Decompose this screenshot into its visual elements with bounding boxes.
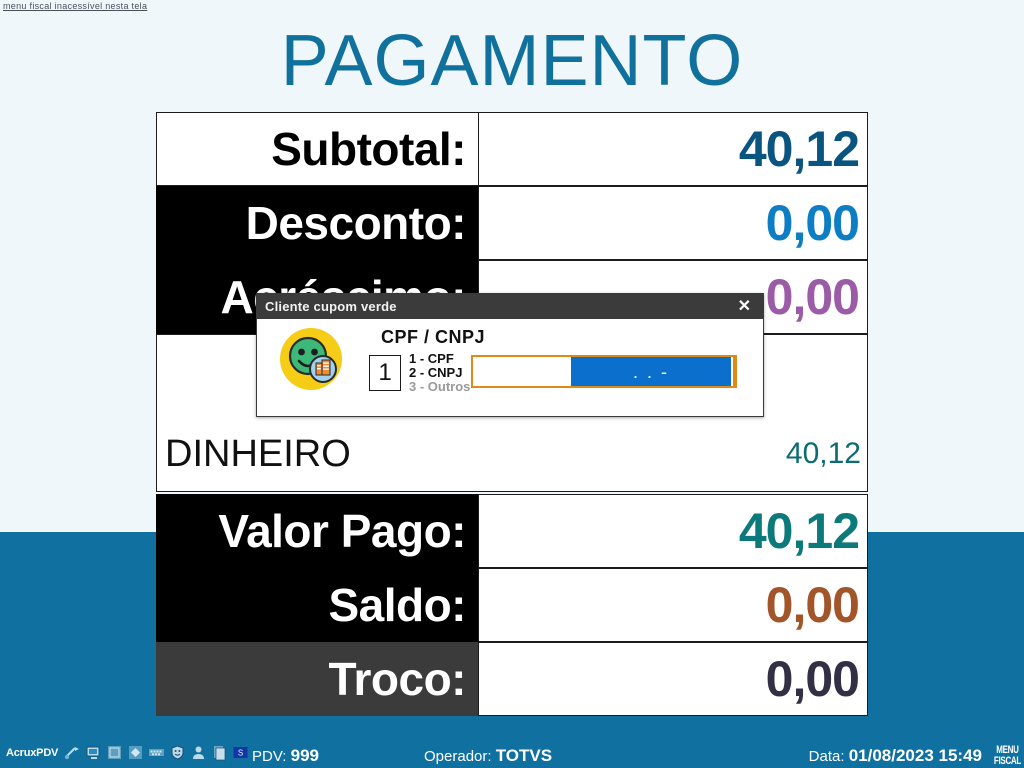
saldo-value: 0,00 [478, 568, 868, 642]
cliente-cupom-verde-dialog: Cliente cupom verde ✕ [256, 293, 764, 417]
diamond-icon[interactable] [127, 744, 144, 761]
dialog-title-text: Cliente cupom verde [265, 299, 397, 314]
pdv-value: 999 [290, 746, 319, 765]
table-row-desconto: Desconto: 0,00 [156, 186, 868, 260]
option-cnpj[interactable]: 2 - CNPJ [409, 365, 463, 380]
option-cpf[interactable]: 1 - CPF [409, 351, 454, 366]
cpf-cnpj-heading: CPF / CNPJ [381, 327, 486, 347]
text-caret [733, 357, 735, 386]
statusbar-icon-group: S [64, 744, 249, 761]
data-value: 01/08/2023 15:49 [848, 746, 982, 765]
data-info: Data: 01/08/2023 15:49 [809, 746, 982, 766]
cpf-cnpj-options: 1 - CPF 2 - CNPJ 3 - Outros [409, 352, 470, 394]
payment-method-value: 40,12 [785, 437, 861, 470]
cpf-cnpj-input[interactable]: . . - [471, 355, 737, 388]
upper-totals-table: Subtotal: 40,12 Desconto: 0,00 Acréscimo… [156, 112, 868, 334]
table-row-valor-pago: Valor Pago: 40,12 [156, 494, 868, 568]
statusbar: AcruxPDV [0, 738, 1024, 768]
table-row-troco: Troco: 0,00 [156, 642, 868, 716]
menu-fiscal-line2: FISCAL [993, 754, 1021, 767]
cpf-cnpj-mode-input[interactable]: 1 [369, 355, 401, 391]
subtotal-value: 40,12 [478, 112, 868, 186]
cpf-mask-text: . . - [571, 357, 731, 386]
data-label: Data: [808, 748, 845, 765]
desconto-label: Desconto: [156, 186, 478, 260]
seal-icon[interactable]: S [232, 744, 249, 761]
valor-pago-label: Valor Pago: [156, 494, 478, 568]
user-icon[interactable] [190, 744, 207, 761]
page-title: PAGAMENTO [280, 21, 744, 101]
operador-info: Operador: TOTVS [424, 746, 552, 766]
dialog-body: CPF / CNPJ 1 1 - CPF 2 - CNPJ 3 - Outros… [257, 319, 763, 416]
pdv-info: PDV: 999 [252, 746, 319, 766]
option-outros: 3 - Outros [409, 379, 471, 394]
close-icon[interactable]: ✕ [737, 297, 751, 315]
list-item: DINHEIRO 40,12 [157, 429, 867, 479]
monitor-icon[interactable] [85, 744, 102, 761]
svg-text:S: S [238, 749, 243, 758]
tools-icon[interactable] [64, 744, 81, 761]
saldo-label: Saldo: [156, 568, 478, 642]
fiscal-menu-notice: menu fiscal inacessível nesta tela [3, 1, 148, 11]
pages-icon[interactable] [211, 744, 228, 761]
lower-totals-table: Valor Pago: 40,12 Saldo: 0,00 Troco: 0,0… [156, 494, 868, 716]
troco-label: Troco: [156, 642, 478, 716]
payment-method-name: DINHEIRO [165, 432, 351, 475]
shield-icon[interactable] [169, 744, 186, 761]
table-row-saldo: Saldo: 0,00 [156, 568, 868, 642]
operador-value: TOTVS [495, 746, 553, 765]
customer-smiley-icon [279, 327, 343, 391]
subtotal-label: Subtotal: [156, 112, 478, 186]
table-row-subtotal: Subtotal: 40,12 [156, 112, 868, 186]
operador-label: Operador: [424, 748, 492, 765]
valor-pago-value: 40,12 [478, 494, 868, 568]
dialog-titlebar: Cliente cupom verde ✕ [257, 294, 763, 319]
menu-fiscal-line1: MENU [996, 743, 1019, 756]
desconto-value: 0,00 [478, 186, 868, 260]
keys-icon[interactable] [148, 744, 165, 761]
menu-fiscal-button[interactable]: MENU FISCAL [993, 743, 1021, 767]
pdv-label: PDV: [252, 748, 287, 765]
grid-icon[interactable] [106, 744, 123, 761]
troco-value: 0,00 [478, 642, 868, 716]
app-brand-label: AcruxPDV [6, 747, 59, 759]
